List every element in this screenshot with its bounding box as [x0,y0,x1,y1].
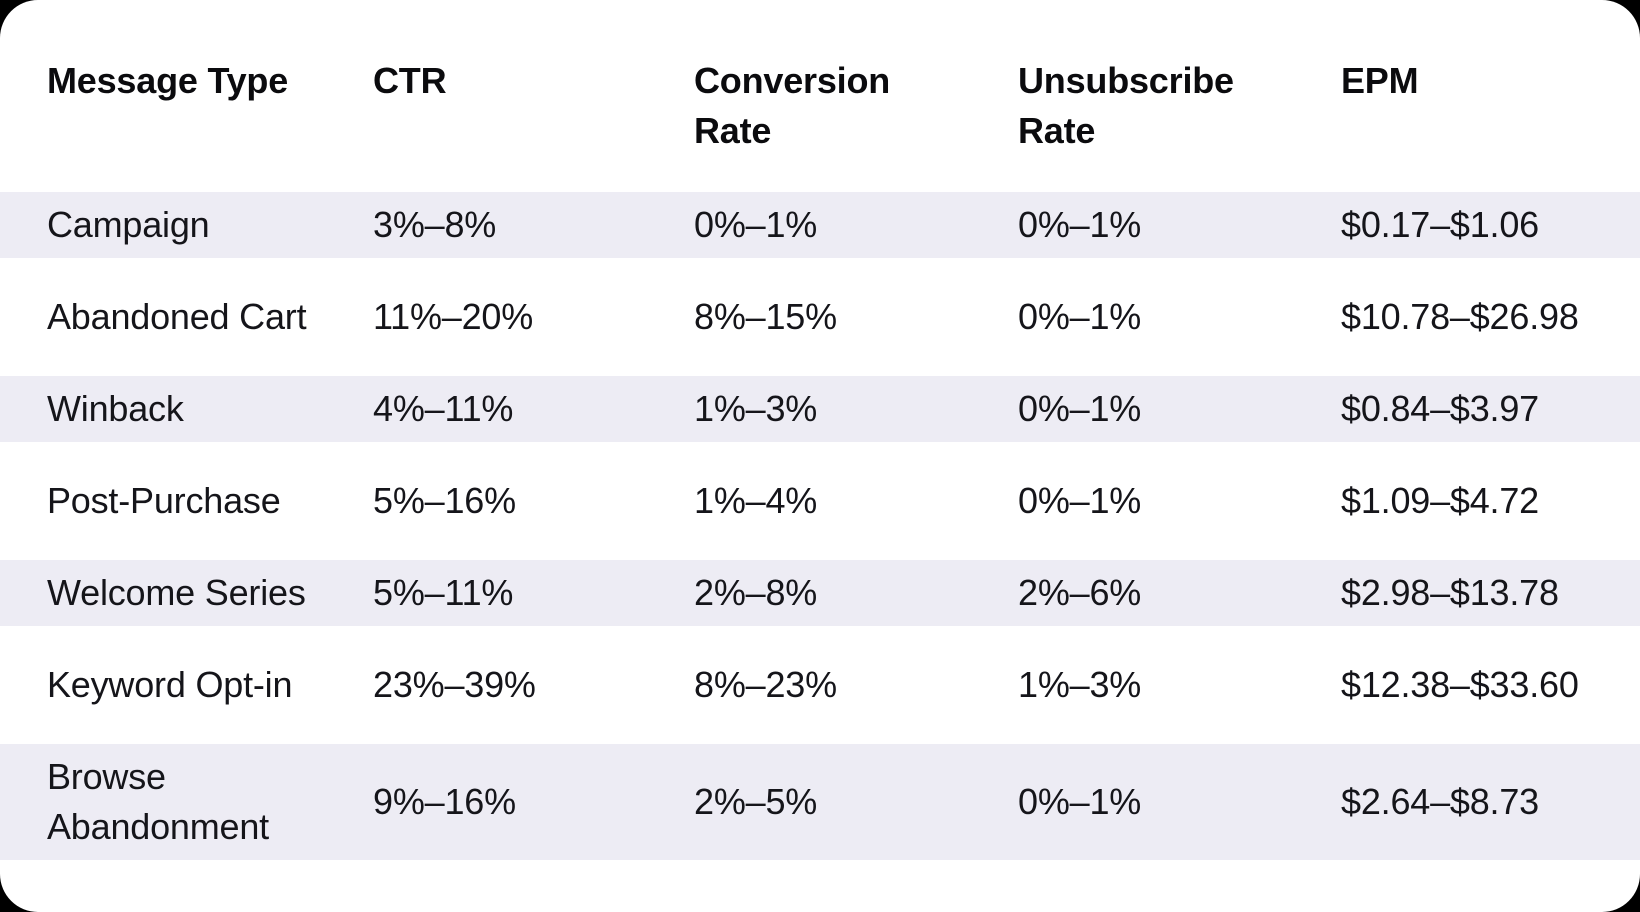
cell-message-type: Post-Purchase [47,480,281,521]
cell-conversion-rate: 8%–15% [694,296,837,337]
cell-ctr: 4%–11% [326,376,647,442]
cell-unsubscribe-rate: 0%–1% [1018,480,1142,521]
column-header-epm: EPM [1341,60,1419,101]
cell-message-type: Browse Abandonment [0,744,326,860]
cell-unsubscribe-rate: 2%–6% [971,560,1294,626]
table-row-abandoned-cart: Abandoned Cart 11%–20% 8%–15% 0%–1% $10.… [0,284,1640,350]
cell-unsubscribe-rate: 0%–1% [1018,296,1142,337]
cell-epm: $10.78–$26.98 [1341,296,1579,337]
header-row: Message Type CTR Conversion Rate Unsubsc… [0,26,1640,166]
table-row-keyword-opt-in: Keyword Opt-in 23%–39% 8%–23% 1%–3% $12.… [0,652,1640,718]
cell-unsubscribe-rate: 0%–1% [971,744,1294,860]
cell-epm: $0.17–$1.06 [1294,192,1640,258]
cell-epm: $2.98–$13.78 [1294,560,1640,626]
cell-message-type: Keyword Opt-in [47,664,293,705]
cell-unsubscribe-rate: 0%–1% [971,192,1294,258]
column-header-unsubscribe-rate: Unsubscribe Rate [1018,60,1234,151]
cell-message-type: Abandoned Cart [47,296,307,337]
cell-ctr: 3%–8% [326,192,647,258]
table-row-welcome-series: Welcome Series 5%–11% 2%–8% 2%–6% $2.98–… [0,560,1640,626]
sms-metrics-table: Message Type CTR Conversion Rate Unsubsc… [0,26,1640,860]
cell-conversion-rate: 0%–1% [647,192,971,258]
cell-ctr: 9%–16% [326,744,647,860]
cell-conversion-rate: 1%–4% [694,480,818,521]
cell-epm: $2.64–$8.73 [1294,744,1640,860]
cell-ctr: 11%–20% [373,296,534,337]
column-header-conversion-rate: Conversion Rate [694,60,891,151]
cell-unsubscribe-rate: 1%–3% [1018,664,1142,705]
table-row-post-purchase: Post-Purchase 5%–16% 1%–4% 0%–1% $1.09–$… [0,468,1640,534]
column-header-ctr: CTR [373,60,447,101]
cell-ctr: 5%–11% [326,560,647,626]
cell-conversion-rate: 1%–3% [647,376,971,442]
table-row-browse-abandonment: Browse Abandonment 9%–16% 2%–5% 0%–1% $2… [0,744,1640,860]
cell-unsubscribe-rate: 0%–1% [971,376,1294,442]
cell-conversion-rate: 8%–23% [694,664,837,705]
cell-epm: $12.38–$33.60 [1341,664,1579,705]
cell-message-type: Campaign [0,192,326,258]
cell-ctr: 23%–39% [373,664,536,705]
table-row-winback: Winback 4%–11% 1%–3% 0%–1% $0.84–$3.97 [0,376,1640,442]
table-row-campaign: Campaign 3%–8% 0%–1% 0%–1% $0.17–$1.06 [0,192,1640,258]
cell-epm: $1.09–$4.72 [1341,480,1539,521]
cell-conversion-rate: 2%–5% [647,744,971,860]
cell-message-type: Winback [0,376,326,442]
cell-ctr: 5%–16% [373,480,516,521]
column-header-message-type: Message Type [47,60,289,101]
cell-epm: $0.84–$3.97 [1294,376,1640,442]
cell-conversion-rate: 2%–8% [647,560,971,626]
cell-message-type: Welcome Series [0,560,326,626]
